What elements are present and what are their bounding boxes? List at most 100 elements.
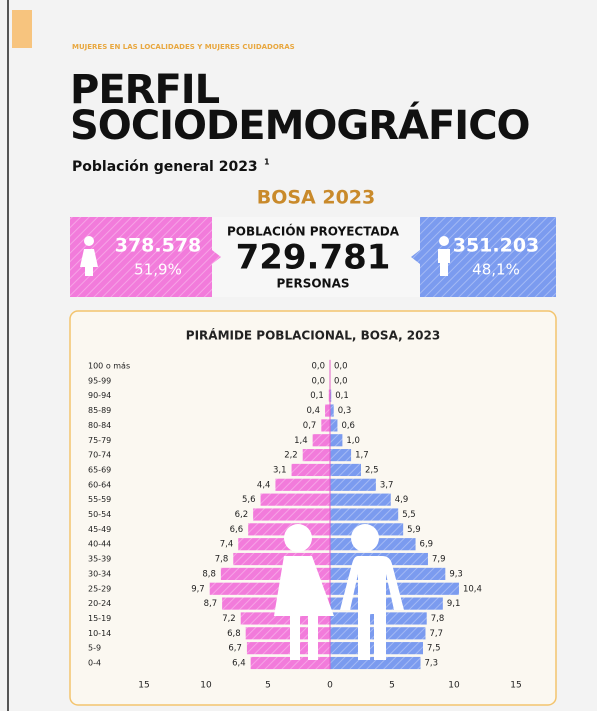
bar: [291, 463, 330, 477]
value-label: 6,6: [230, 525, 244, 535]
value-label: 8,7: [204, 599, 218, 609]
category-label: 20-24: [88, 599, 111, 608]
kicker: MUJERES EN LAS LOCALIDADES Y MUJERES CUI…: [72, 43, 295, 51]
value-label: 6,8: [227, 629, 241, 639]
unit: PERSONAS: [276, 277, 349, 291]
title-line: PERFIL: [70, 67, 220, 113]
category-label: 50-54: [88, 510, 111, 519]
x-tick-label: 15: [510, 681, 521, 691]
value-label: 4,4: [257, 480, 271, 490]
category-label: 60-64: [88, 480, 111, 489]
x-tick-label: 0: [327, 681, 333, 691]
category-label: 65-69: [88, 465, 111, 474]
men-share: 48,1%: [472, 261, 520, 279]
bar: [330, 434, 343, 447]
category-label: 95-99: [88, 376, 111, 385]
category-label: 55-59: [88, 495, 111, 504]
value-label: 0,4: [307, 406, 321, 416]
value-label: 1,4: [294, 436, 308, 446]
bar: [325, 404, 330, 417]
bar: [330, 449, 352, 462]
footnote-mark: 1: [264, 158, 270, 167]
bar: [260, 493, 330, 506]
x-tick-label: 10: [200, 681, 212, 691]
value-label: 3,1: [273, 465, 287, 475]
category-label: 25-29: [88, 584, 111, 593]
bar: [330, 656, 421, 670]
bar: [330, 404, 334, 417]
value-label: 0,7: [303, 421, 317, 431]
value-label: 0,0: [311, 362, 325, 372]
value-label: 5,5: [402, 510, 416, 520]
man-icon: [438, 236, 450, 276]
summary-center: [205, 217, 420, 297]
category-label: 45-49: [88, 525, 111, 534]
value-label: 9,3: [449, 569, 463, 579]
category-label: 40-44: [88, 540, 111, 549]
value-label: 10,4: [463, 584, 482, 594]
bar: [330, 463, 361, 477]
value-label: 3,7: [380, 480, 394, 490]
value-label: 7,4: [220, 540, 234, 550]
x-tick-label: 10: [448, 681, 460, 691]
value-label: 7,3: [425, 659, 439, 669]
bar: [238, 538, 330, 551]
x-tick-label: 15: [138, 681, 149, 691]
category-label: 15-19: [88, 614, 111, 623]
value-label: 0,6: [341, 421, 355, 431]
bar: [275, 478, 330, 491]
men-count: 351.203: [453, 235, 540, 257]
bar: [330, 478, 376, 491]
value-label: 2,5: [365, 465, 379, 475]
center-label: POBLACIÓN PROYECTADA: [227, 224, 400, 239]
corner-tab: [12, 10, 32, 48]
bar: [330, 389, 332, 402]
title-line: SOCIODEMOGRÁFICO: [70, 101, 530, 149]
value-label: 0,0: [334, 376, 348, 386]
category-label: 70-74: [88, 451, 111, 460]
value-label: 1,0: [346, 436, 360, 446]
category-label: 0-4: [88, 659, 101, 668]
x-tick-label: 5: [389, 681, 395, 691]
value-label: 7,8: [215, 555, 229, 565]
bar: [330, 508, 399, 521]
bar: [330, 419, 338, 432]
value-label: 0,0: [334, 362, 348, 372]
bar: [328, 389, 330, 402]
chart-title: PIRÁMIDE POBLACIONAL, BOSA, 2023: [186, 328, 440, 343]
value-label: 6,9: [420, 540, 434, 550]
bar: [312, 434, 330, 447]
bar: [330, 493, 391, 506]
women-share: 51,9%: [134, 261, 182, 279]
value-label: 9,1: [447, 599, 461, 609]
value-label: 7,5: [427, 644, 441, 654]
value-label: 1,7: [355, 451, 369, 461]
category-label: 30-34: [88, 569, 111, 578]
category-label: 80-84: [88, 421, 111, 430]
category-label: 85-89: [88, 406, 111, 415]
value-label: 5,6: [242, 495, 256, 505]
category-label: 10-14: [88, 629, 111, 638]
category-label: 90-94: [88, 391, 111, 400]
subtitle: Población general 2023: [72, 159, 258, 175]
bar: [302, 449, 330, 462]
men-box: [411, 217, 556, 297]
bar: [253, 508, 330, 521]
value-label: 7,2: [222, 614, 236, 624]
value-label: 6,7: [228, 644, 242, 654]
total: 729.781: [236, 238, 391, 278]
value-label: 5,9: [407, 525, 421, 535]
value-label: 0,1: [310, 391, 324, 401]
value-label: 6,2: [235, 510, 249, 520]
value-label: 7,7: [429, 629, 443, 639]
women-count: 378.578: [115, 235, 202, 257]
women-box: [70, 217, 221, 297]
woman-icon: [80, 236, 98, 276]
x-tick-label: 5: [265, 681, 271, 691]
value-label: 7,8: [431, 614, 445, 624]
value-label: 0,0: [311, 376, 325, 386]
value-label: 9,7: [191, 584, 205, 594]
people-icons: [274, 524, 404, 660]
